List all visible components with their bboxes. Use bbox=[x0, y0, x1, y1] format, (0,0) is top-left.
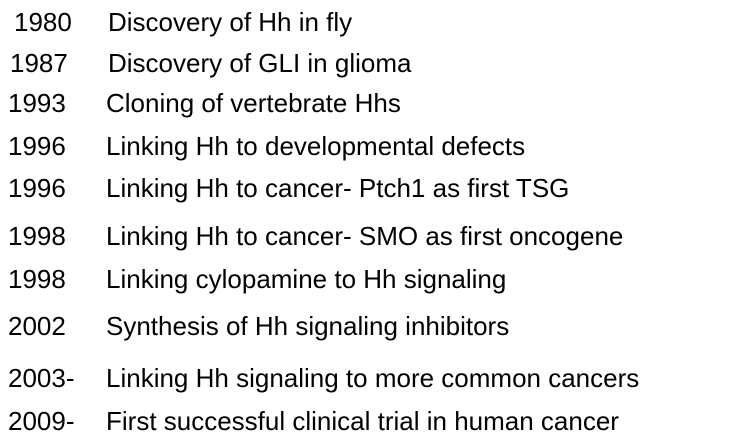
timeline-year: 1996 bbox=[8, 173, 66, 203]
timeline-year: 1980 bbox=[14, 7, 72, 37]
timeline-year: 1998 bbox=[8, 221, 66, 251]
timeline-year: 2009- bbox=[8, 406, 75, 436]
timeline-event: Synthesis of Hh signaling inhibitors bbox=[106, 311, 510, 341]
timeline-year: 2002 bbox=[8, 311, 66, 341]
timeline-year: 1998 bbox=[8, 264, 66, 294]
timeline-event: Linking cylopamine to Hh signaling bbox=[106, 264, 507, 294]
timeline-year: 2003- bbox=[8, 363, 75, 393]
timeline-event: Discovery of GLI in glioma bbox=[108, 48, 412, 78]
timeline-event: Linking Hh to developmental defects bbox=[106, 131, 526, 161]
timeline-year: 1993 bbox=[8, 88, 66, 118]
timeline-year: 1987 bbox=[10, 48, 68, 78]
timeline-event: Linking Hh signaling to more common canc… bbox=[106, 363, 640, 393]
timeline-event: Linking Hh to cancer- Ptch1 as first TSG bbox=[106, 173, 570, 203]
timeline-event: Linking Hh to cancer- SMO as first oncog… bbox=[106, 221, 624, 251]
timeline-event: Discovery of Hh in fly bbox=[108, 7, 353, 37]
timeline-year: 1996 bbox=[8, 131, 66, 161]
timeline-event: First successful clinical trial in human… bbox=[106, 406, 619, 436]
timeline-event: Cloning of vertebrate Hhs bbox=[106, 88, 401, 118]
